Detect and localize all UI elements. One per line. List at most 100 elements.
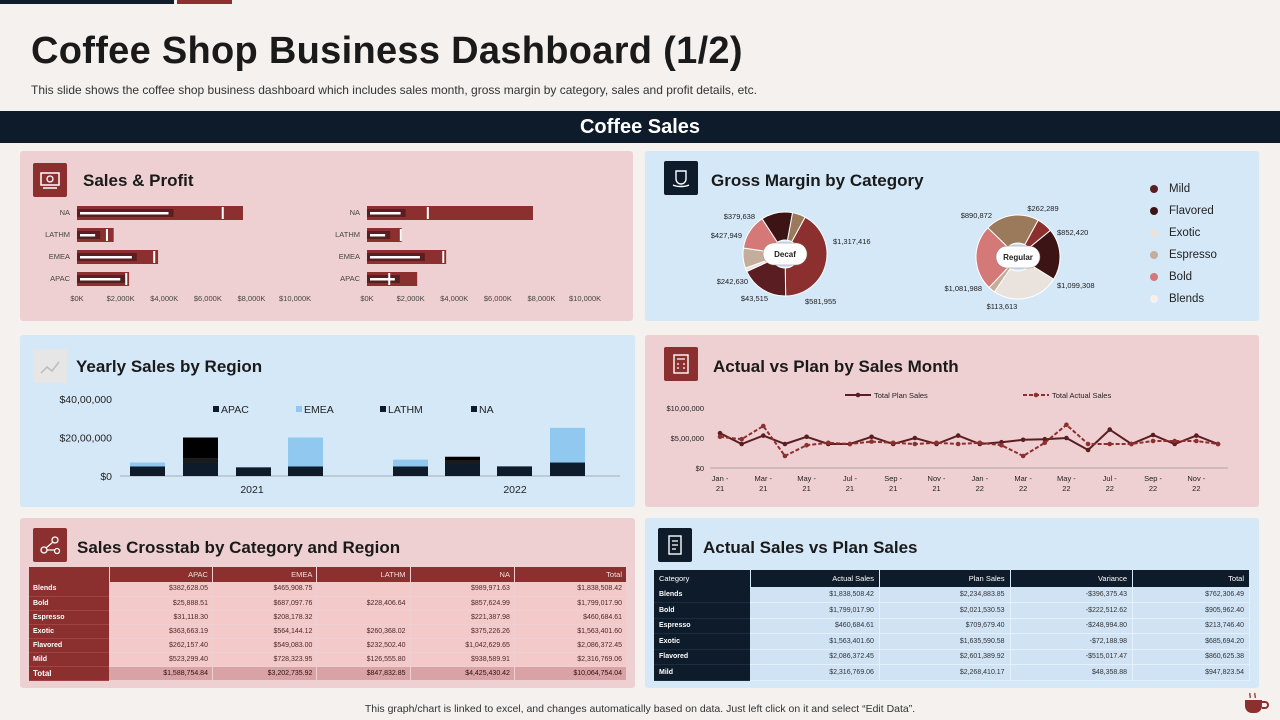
table-cell: -$396,375.43	[1010, 587, 1134, 603]
slice-label: $43,515	[741, 294, 768, 303]
table-cell: $375,226.26	[410, 624, 515, 639]
x-tick-label-year: 21	[889, 484, 897, 493]
table-cell: $460,684.61	[514, 610, 628, 625]
data-point	[825, 440, 831, 446]
slice-label: $242,630	[717, 277, 748, 286]
table-cell: $228,406.64	[316, 596, 411, 611]
legend-label: Total Plan Sales	[874, 391, 928, 400]
center-label: Regular	[1003, 253, 1033, 262]
category-label: LATHM	[45, 230, 70, 239]
legend-item: Espresso	[1150, 244, 1217, 266]
table-row: Espresso $31,118.30 $208,178.32 $221,387.98…	[29, 610, 628, 625]
legend-dot	[1150, 273, 1158, 281]
bar-value	[367, 206, 533, 220]
table-cell: $10,064,754.04	[514, 666, 628, 681]
x-tick-label: $0K	[360, 294, 373, 303]
table-cell: $728,323.95	[212, 652, 318, 667]
bar-marker	[221, 207, 224, 219]
data-point	[1020, 453, 1026, 459]
category-label: EMEA	[339, 252, 360, 261]
data-point	[869, 434, 874, 440]
x-tick-label: $0K	[70, 294, 83, 303]
gross-margin-title: Gross Margin by Category	[711, 171, 924, 190]
stacked-bar-segment	[130, 466, 165, 476]
legend-marker	[855, 392, 861, 398]
data-point	[804, 434, 809, 440]
table-cell: -$248,994.80	[1010, 618, 1134, 634]
data-point	[1194, 433, 1199, 438]
table-cell: $685,694.20	[1132, 633, 1250, 650]
table-cell: -$222,512.62	[1010, 602, 1134, 619]
table-cell: $2,086,372.45	[750, 649, 880, 665]
column-header: LATHM	[316, 567, 411, 582]
stacked-bar-segment	[183, 458, 218, 463]
x-tick-label-year: 21	[802, 484, 810, 493]
data-point	[934, 440, 939, 446]
table-cell: $1,588,754.84	[109, 666, 213, 681]
table-cell: $260,368.02	[316, 624, 411, 639]
x-tick-label: $8,000K	[237, 294, 265, 303]
x-tick-label-year: 22	[976, 484, 984, 493]
table-cell: $2,086,372.45	[514, 638, 628, 653]
pie-slice	[786, 212, 806, 243]
column-header: Total	[1132, 570, 1250, 587]
x-tick-label: May -	[797, 474, 816, 483]
x-tick-label-year: 22	[1149, 484, 1157, 493]
sales-profit-chart: NA LATHM EMEA APAC $0K $2,000K $4,000K $6,000K $…	[45, 206, 601, 303]
bar-inner-line	[370, 212, 401, 215]
legend-label: APAC	[221, 404, 249, 416]
bar-marker	[388, 273, 391, 285]
top-accent-bar-red	[177, 0, 232, 4]
gross-margin-legend: Mild Flavored Exotic Espresso Bold Blends	[1150, 178, 1217, 310]
legend-dot	[1150, 229, 1158, 237]
bar-marker	[153, 251, 156, 263]
center-label-bg	[995, 245, 1041, 269]
table-cell: $989,971.63	[410, 582, 515, 597]
table-row: Flavored $2,086,372.45 $2,601,389.92 -$515,…	[654, 649, 1250, 665]
x-tick-label: $10,000K	[279, 294, 311, 303]
data-point	[1064, 422, 1069, 428]
yearly-sales-title: Yearly Sales by Region	[76, 357, 263, 376]
sales-profit-panel: Sales & Profit NA LATHM EMEA APAC $0K $2,000K…	[20, 151, 633, 321]
x-tick-label: $4,000K	[440, 294, 468, 303]
sales-profit-title: Sales & Profit	[83, 171, 194, 190]
x-tick-label: $2,000K	[107, 294, 135, 303]
stacked-bar-segment	[183, 462, 218, 476]
x-tick-label-year: 21	[759, 484, 767, 493]
y-tick-label: $10,00,000	[666, 404, 704, 413]
table-cell: $363,663.19	[109, 624, 213, 639]
table-cell: $2,316,769.06	[514, 652, 628, 667]
money-icon	[33, 163, 67, 197]
bar-marker	[442, 251, 445, 263]
crosstab-title: Sales Crosstab by Category and Region	[77, 538, 401, 557]
coffee-cup-icon	[1245, 692, 1269, 713]
table-cell: $232,502.40	[316, 638, 411, 653]
table-cell: $2,021,530.53	[879, 602, 1011, 619]
x-tick-label: Jan -	[971, 474, 988, 483]
legend-dot	[1150, 207, 1158, 215]
legend-label: LATHM	[388, 404, 423, 416]
data-point	[1085, 447, 1091, 453]
column-header: Actual Sales	[750, 570, 880, 587]
legend-label: Blends	[1169, 293, 1205, 305]
table-cell: $1,799,017.90	[750, 602, 880, 619]
row-header: Mild	[29, 652, 109, 667]
table-row: Espresso $460,684.61 $709,679.40 -$248,994.…	[654, 618, 1250, 634]
legend-label: NA	[479, 404, 494, 416]
x-tick-label-year: 21	[716, 484, 724, 493]
table-cell: $4,425,430.42	[410, 666, 515, 681]
slice-label: $379,638	[724, 212, 755, 221]
group-label: 2022	[503, 484, 527, 496]
x-tick-label: Nov -	[1187, 474, 1205, 483]
x-tick-label-year: 21	[932, 484, 940, 493]
table-cell: $126,555.80	[316, 652, 411, 667]
stacked-bar-segment	[445, 463, 480, 476]
table-row: Mild $2,316,769.06 $2,268,410.17 $48,358.88…	[654, 664, 1250, 681]
table-cell: $860,625.38	[1132, 649, 1250, 665]
slice-label: $262,289	[1027, 204, 1058, 213]
slice-label: $890,872	[961, 211, 992, 220]
stacked-bar-segment	[130, 462, 165, 467]
data-point	[1107, 427, 1113, 432]
bar-inner-line	[370, 278, 395, 281]
